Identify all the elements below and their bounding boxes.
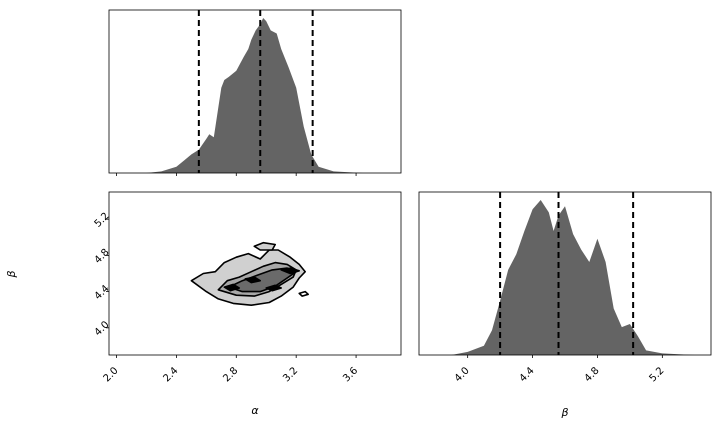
beta-histogram-frame [418,191,712,356]
contour-level-3 [280,267,300,275]
alpha-histogram-frame [108,9,402,174]
alpha-beta-contours [190,241,309,306]
beta-y-axis-label: β [5,270,18,278]
contour-island-1 [298,290,309,297]
alpha-histogram-panel [108,9,402,176]
contour-level-5 [223,283,241,292]
alpha-histogram-ticks [116,173,357,176]
contour-level-4 [244,276,261,284]
beta-x-axis-label: β [560,406,568,419]
histogram-fill [451,200,695,355]
alpha-quantile-lines [197,10,314,173]
beta-quantile-lines [499,192,635,355]
beta-histogram-area [451,200,695,355]
alpha-beta-contour-panel: 2.0 2.4 2.8 3.2 3.6 4.04.44.85.2 [93,191,402,384]
alpha-axis-label: α [251,404,259,417]
contour-level-6 [265,284,282,292]
alpha-histogram-area [146,18,364,173]
contour-island-0 [253,241,276,251]
histogram-fill [146,18,364,173]
alpha-beta-frame [108,191,402,356]
